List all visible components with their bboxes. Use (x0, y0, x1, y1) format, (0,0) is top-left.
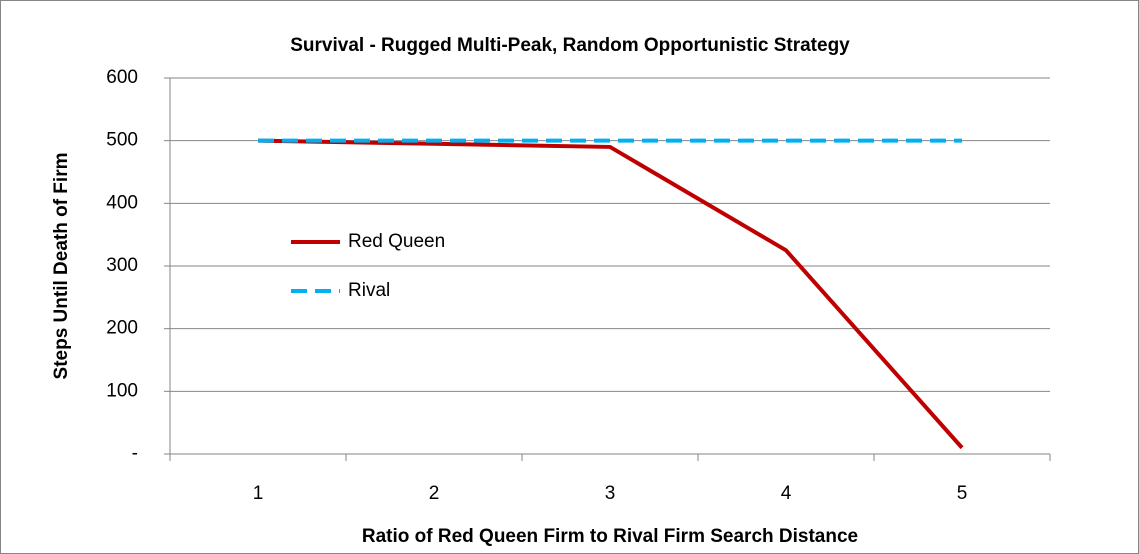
y-tick-label: 100 (106, 380, 138, 401)
x-tick-label: 4 (781, 483, 792, 504)
y-tick-label: 600 (106, 67, 138, 88)
x-tick-label: 3 (605, 483, 616, 504)
legend-label: Rival (348, 280, 390, 301)
line-series (257, 138, 964, 450)
y-tick-label: 500 (106, 130, 138, 151)
y-tick-label: 400 (106, 192, 138, 213)
y-tick-label: 200 (106, 318, 138, 339)
x-tick-label: 1 (253, 483, 264, 504)
y-axis-label: Steps Until Death of Firm (51, 153, 72, 380)
y-tick-label: 300 (106, 255, 138, 276)
y-tick-label: - (132, 443, 138, 464)
legend-label: Red Queen (348, 231, 445, 252)
x-axis-label: Ratio of Red Queen Firm to Rival Firm Se… (362, 526, 858, 547)
x-tick-label: 2 (429, 483, 440, 504)
x-tick-label: 5 (957, 483, 968, 504)
chart-title: Survival - Rugged Multi-Peak, Random Opp… (290, 35, 850, 56)
